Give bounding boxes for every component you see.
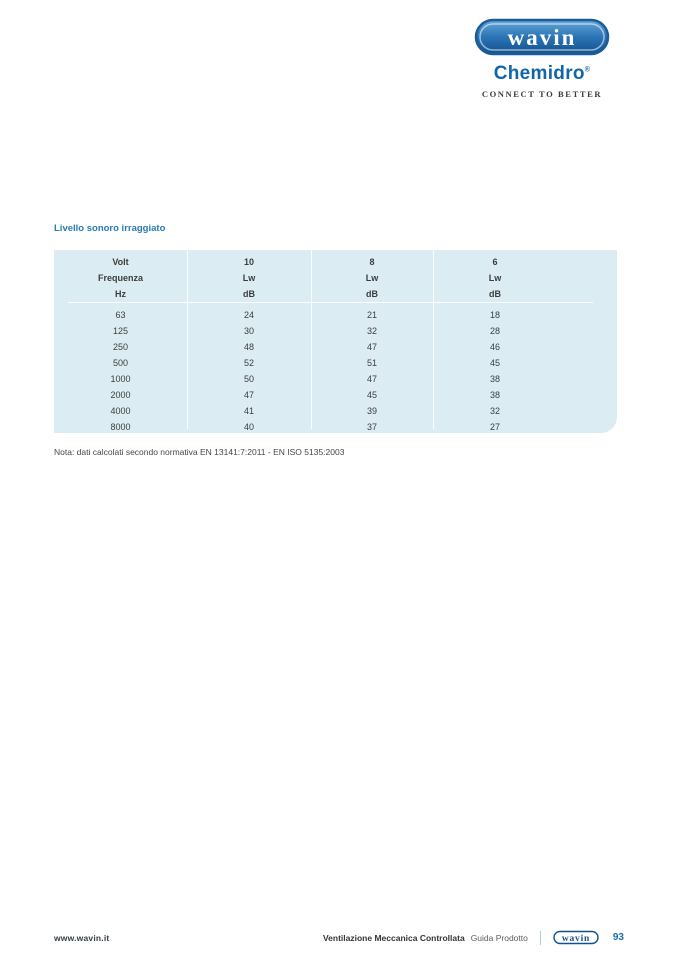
sub-brand-wordmark: Chemidro® xyxy=(472,63,612,85)
header-cell: 6 xyxy=(492,257,498,267)
table-cell: 38 xyxy=(489,374,500,384)
table-row: 500 52 51 45 xyxy=(54,355,617,371)
section-title: Livello sonoro irraggiato xyxy=(54,223,166,234)
table-cell: 125 xyxy=(112,326,129,336)
svg-text:wavin: wavin xyxy=(562,934,590,944)
table-cell: 45 xyxy=(489,358,500,368)
table-row: 2000 47 45 38 xyxy=(54,387,617,403)
table-cell: 28 xyxy=(489,326,500,336)
header-row: Volt 10 8 6 xyxy=(54,254,617,270)
header-cell: 8 xyxy=(369,257,375,267)
footer-divider xyxy=(539,930,541,945)
table-cell: 250 xyxy=(112,342,129,352)
header-cell: 10 xyxy=(243,257,254,267)
sound-level-table: Volt 10 8 6 Frequenza Lw Lw Lw Hz dB dB … xyxy=(54,250,617,433)
table-cell: 47 xyxy=(366,342,377,352)
header-cell: Lw xyxy=(242,273,256,283)
header-cell: dB xyxy=(366,289,378,299)
table-cell: 24 xyxy=(243,310,254,320)
table-cell: 50 xyxy=(243,374,254,384)
footer-right-group: Ventilazione Meccanica Controllata Guida… xyxy=(323,930,624,945)
table-row: 63 24 21 18 xyxy=(54,307,617,323)
table-cell: 21 xyxy=(366,310,377,320)
table-row: 250 48 47 46 xyxy=(54,339,617,355)
table-cell: 8000 xyxy=(110,422,131,432)
footer-doc-title: Ventilazione Meccanica Controllata xyxy=(322,932,465,943)
table-cell: 39 xyxy=(366,406,377,416)
footer-doc-subtitle: Guida Prodotto xyxy=(470,932,528,943)
table-cell: 500 xyxy=(112,358,129,368)
brand-tagline: CONNECT TO BETTER xyxy=(481,89,603,99)
table-cell: 38 xyxy=(489,390,500,400)
column-divider xyxy=(187,250,188,429)
table-row: 8000 40 37 27 xyxy=(54,419,617,435)
table-header: Volt 10 8 6 Frequenza Lw Lw Lw Hz dB dB … xyxy=(54,250,617,302)
table-cell: 2000 xyxy=(110,390,131,400)
table-row: 4000 41 39 32 xyxy=(54,403,617,419)
table-row: 125 30 32 28 xyxy=(54,323,617,339)
table-cell: 51 xyxy=(366,358,377,368)
header-cell: dB xyxy=(243,289,255,299)
column-divider xyxy=(311,250,312,429)
column-divider xyxy=(433,250,434,429)
table-cell: 4000 xyxy=(110,406,131,416)
wavin-logo-icon: wavin xyxy=(474,18,610,56)
page-number: 93 xyxy=(612,932,624,943)
table-cell: 27 xyxy=(489,422,500,432)
table-cell: 46 xyxy=(489,342,500,352)
header-divider xyxy=(68,302,593,303)
header-cell: Lw xyxy=(488,273,502,283)
header-cell: Lw xyxy=(365,273,379,283)
svg-text:wavin: wavin xyxy=(508,25,577,50)
table-cell: 63 xyxy=(115,310,126,320)
header-cell: Volt xyxy=(112,257,129,267)
table-body: 63 24 21 18 125 30 32 28 250 48 47 46 50… xyxy=(54,307,617,435)
header-row: Hz dB dB dB xyxy=(54,286,617,302)
header-cell: dB xyxy=(489,289,501,299)
header-cell: Hz xyxy=(115,289,126,299)
table-cell: 30 xyxy=(243,326,254,336)
table-cell: 37 xyxy=(366,422,377,432)
page-footer: www.wavin.it Ventilazione Meccanica Cont… xyxy=(54,930,624,945)
sub-brand-text: Chemidro xyxy=(493,63,585,84)
table-row: 1000 50 47 38 xyxy=(54,371,617,387)
footer-website: www.wavin.it xyxy=(54,932,110,943)
table-cell: 32 xyxy=(366,326,377,336)
table-cell: 18 xyxy=(489,310,500,320)
header-cell: Frequenza xyxy=(97,273,143,283)
table-note: Nota: dati calcolati secondo normativa E… xyxy=(54,447,345,457)
table-cell: 52 xyxy=(243,358,254,368)
table-cell: 32 xyxy=(489,406,500,416)
wavin-footer-logo-icon: wavin xyxy=(553,930,599,945)
table-cell: 1000 xyxy=(110,374,131,384)
table-cell: 41 xyxy=(243,406,254,416)
table-cell: 47 xyxy=(366,374,377,384)
table-cell: 47 xyxy=(243,390,254,400)
header-row: Frequenza Lw Lw Lw xyxy=(54,270,617,286)
brand-block: wavin Chemidro® CONNECT TO BETTER xyxy=(472,18,612,99)
table-cell: 45 xyxy=(366,390,377,400)
table-cell: 48 xyxy=(243,342,254,352)
table-cell: 40 xyxy=(243,422,254,432)
registered-mark: ® xyxy=(584,66,591,74)
